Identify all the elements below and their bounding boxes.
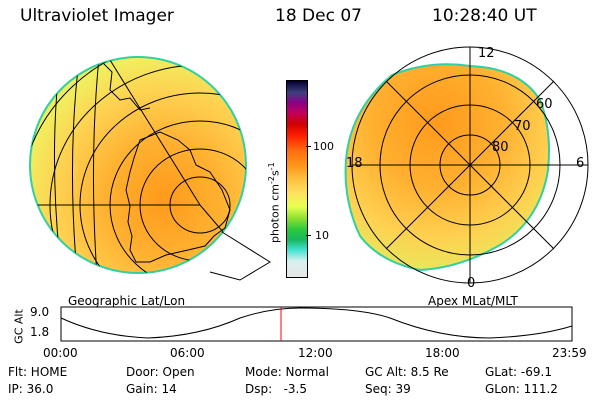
mlt-label-0: 0 [467, 276, 476, 291]
altitude-axis-label: GC Alt [12, 309, 26, 344]
unit-exponent-s: -1 [267, 162, 276, 171]
info-gc-alt: GC Alt: 8.5 Re [365, 365, 449, 379]
info-mode: Mode: Normal [245, 365, 329, 379]
info-glat: GLat: -69.1 [485, 365, 552, 379]
observation-time: 10:28:40 UT [432, 6, 537, 26]
mlt-label-6: 6 [576, 156, 585, 171]
time-tick-1800: 18:00 [425, 346, 460, 360]
time-tick-1200: 12:00 [298, 346, 333, 360]
info-seq: Seq: 39 [365, 382, 411, 396]
projection-outline [209, 231, 271, 281]
colorbar-tick-10: 10 [315, 229, 329, 242]
time-tick-2359: 23:59 [552, 346, 587, 360]
info-filter: Flt: HOME [8, 365, 68, 379]
geographic-image [29, 56, 271, 281]
mlt-label-12: 12 [478, 46, 495, 61]
apex-grid [351, 46, 589, 284]
geo-panel-label: Geographic Lat/Lon [68, 294, 186, 308]
unit-s: s [268, 170, 282, 177]
time-tick-0600: 06:00 [170, 346, 205, 360]
earth-limb [29, 56, 247, 274]
altitude-plot-frame [60, 306, 573, 342]
colorbar-tick-marks [306, 146, 311, 147]
apex-image [344, 46, 589, 284]
info-door: Door: Open [126, 365, 195, 379]
colorbar-unit-label: photon cm-2s-1 [267, 162, 287, 243]
mlat-label-70: 70 [514, 119, 531, 134]
apex-panel-label: Apex MLat/MLT [428, 294, 518, 308]
info-gain: Gain: 14 [126, 382, 177, 396]
apex-emission-region [344, 63, 550, 272]
mlt-label-18: 18 [346, 156, 363, 171]
mlat-label-60: 60 [536, 97, 553, 112]
altitude-tick-9: 9.0 [30, 305, 50, 319]
altitude-plot [60, 306, 573, 342]
info-ip: IP: 36.0 [8, 382, 54, 396]
colorbar-tick-mark-10 [306, 235, 311, 236]
colorbar-tick-100: 100 [313, 140, 334, 153]
colorbar [286, 80, 308, 278]
info-dsp: Dsp: -3.5 [245, 382, 308, 396]
unit-exponent-cm: -2 [267, 176, 276, 185]
unit-photon-cm: photon cm [268, 184, 282, 243]
earth-disk [30, 57, 246, 273]
altitude-curve [60, 307, 573, 339]
instrument-title: Ultraviolet Imager [20, 6, 174, 26]
observation-date: 18 Dec 07 [275, 6, 362, 26]
time-tick-0000: 00:00 [43, 346, 78, 360]
mlat-label-80: 80 [492, 140, 509, 155]
altitude-tick-1-8: 1.8 [30, 325, 50, 339]
info-glon: GLon: 111.2 [485, 382, 558, 396]
